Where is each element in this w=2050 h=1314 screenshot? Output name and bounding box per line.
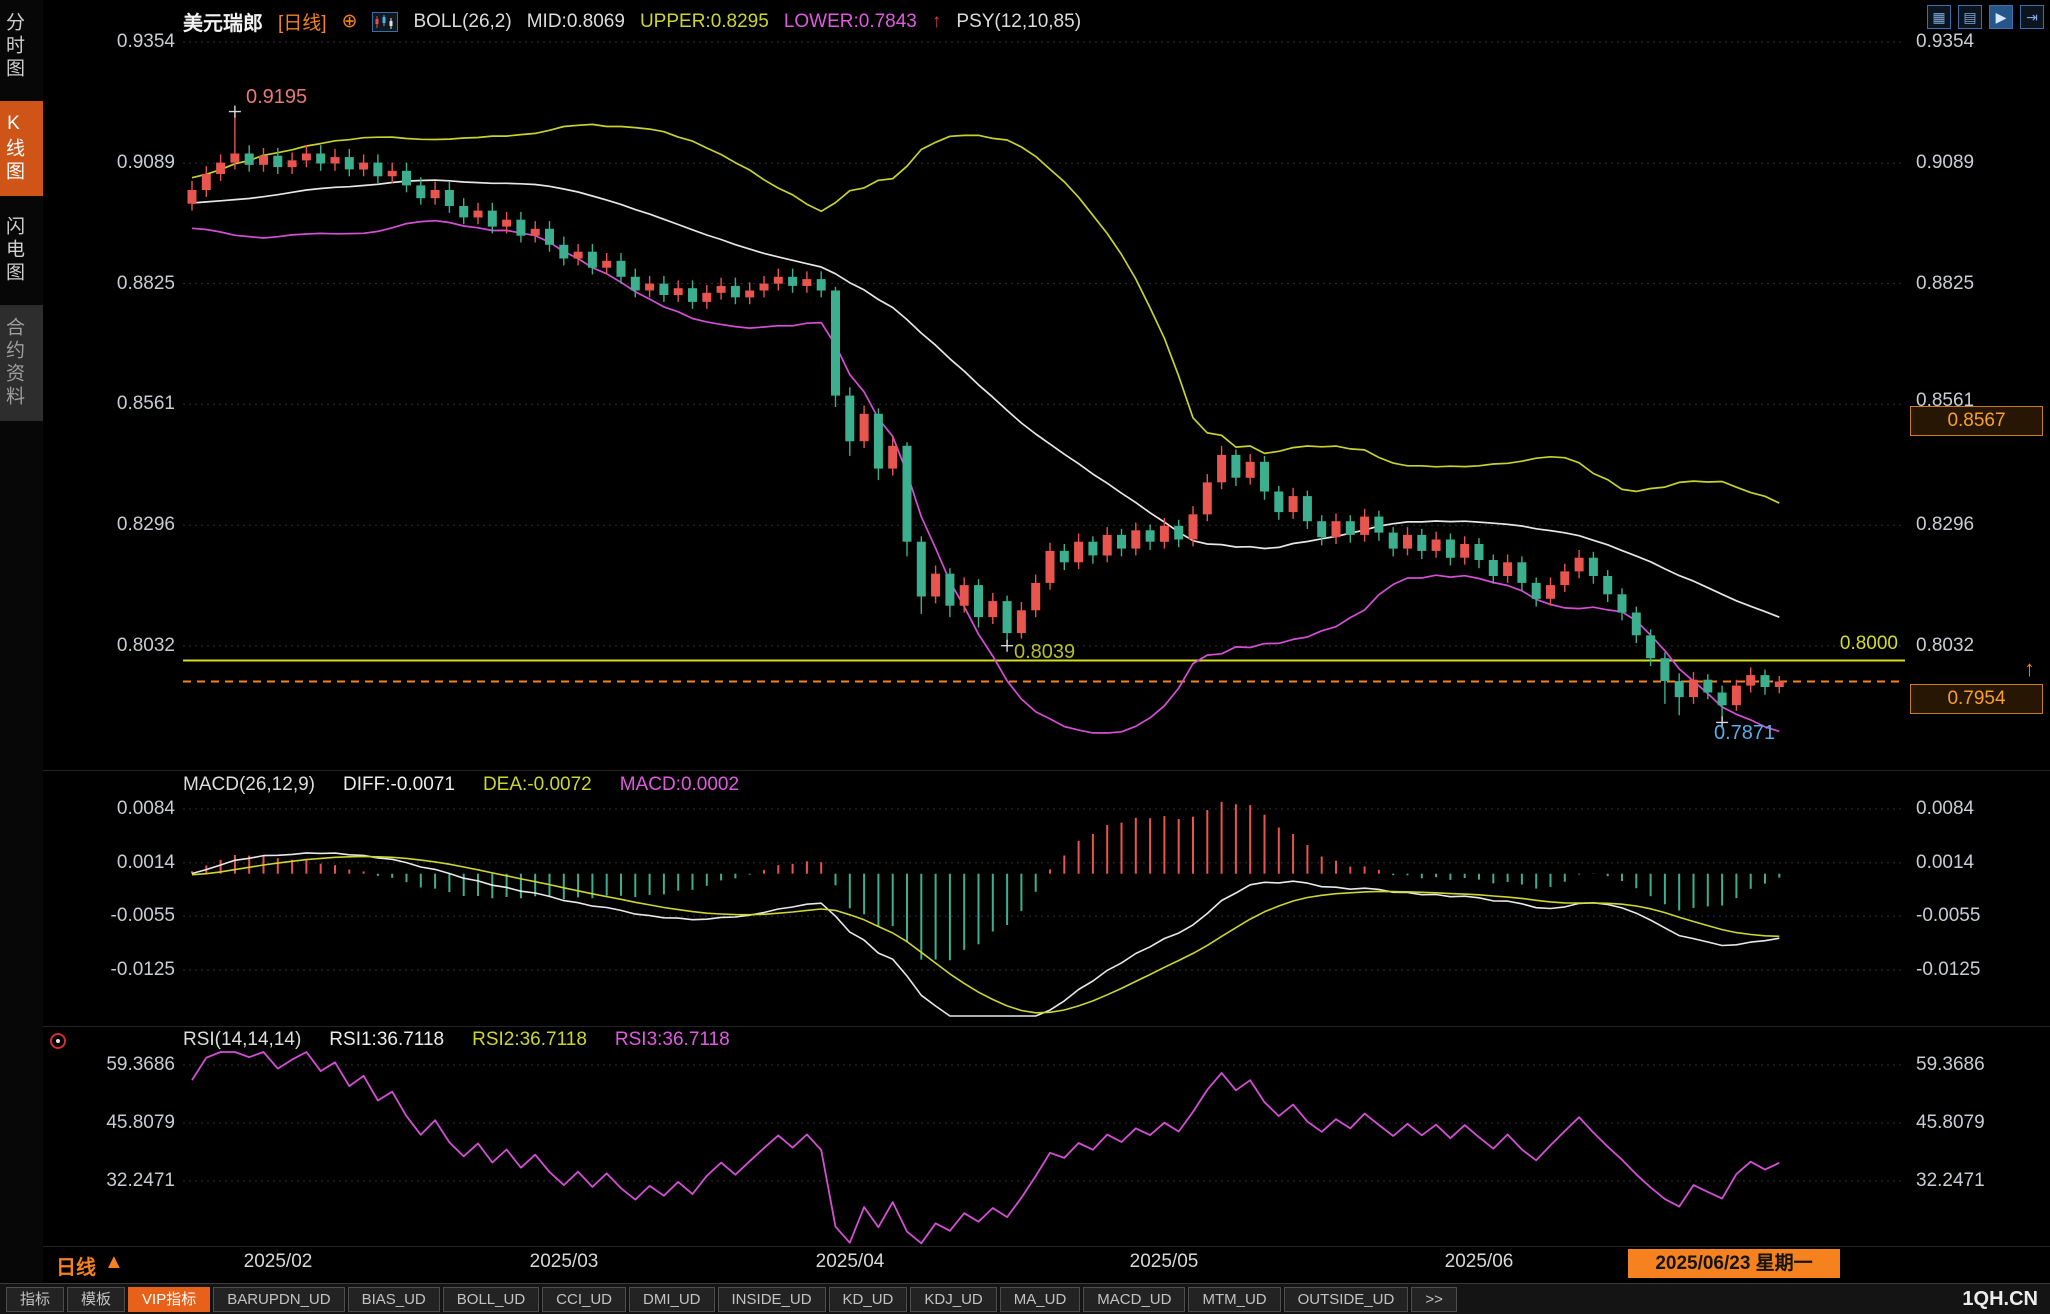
toolbar-tab-vip-indicator[interactable]: VIP指标 xyxy=(128,1286,211,1312)
price-axis-label: 0.8296 xyxy=(1916,514,1975,535)
boll-lower-value: LOWER:0.7843 xyxy=(783,10,917,32)
macd-axis-label: -0.0125 xyxy=(1916,959,1981,980)
indicator-toolbar: 指标 模板 VIP指标 BARUPDN_UD BIAS_UD BOLL_UD C… xyxy=(0,1283,2050,1314)
rsi-axis-label: 45.8079 xyxy=(106,1112,175,1133)
month-label: 2025/04 xyxy=(815,1251,885,1272)
price-axis-label: 0.8825 xyxy=(116,273,175,294)
toolbar-tab-mtm[interactable]: MTM_UD xyxy=(1188,1286,1281,1312)
chart-header: 美元瑞郎 [日线] ⊕ BOLL(26,2) MID:0.8069 UPPER:… xyxy=(183,7,1081,36)
period-tag[interactable]: [日线] xyxy=(278,13,327,34)
rsi-ax-label: 45.8079 xyxy=(1916,1112,1985,1133)
panel-divider xyxy=(43,770,2050,771)
macd-axis-label: -0.0055 xyxy=(1916,905,1981,926)
toolbar-tab-dmi[interactable]: DMI_UD xyxy=(629,1286,715,1312)
level-line-label: 0.8000 xyxy=(1839,633,1898,654)
psy-label: PSY(12,10,85) xyxy=(956,10,1082,32)
play-chart-icon[interactable]: ▶ xyxy=(1989,5,2013,29)
macd-title: MACD(26,12,9) xyxy=(183,774,315,795)
month-label: 2025/02 xyxy=(243,1251,313,1272)
toolbar-tab-cci[interactable]: CCI_UD xyxy=(542,1286,626,1312)
macd-axis-label: 0.0084 xyxy=(1916,798,1975,819)
circle-plus-icon[interactable]: ⊕ xyxy=(341,11,358,32)
price-up-arrow-icon: ↑ xyxy=(2024,656,2035,681)
low-annotation: 0.7871 xyxy=(1714,722,1776,744)
panel-divider xyxy=(43,1246,2050,1247)
macd-dea-value: DEA:-0.0072 xyxy=(482,774,592,795)
header-icon-group: ▦ ▤ ▶ ⇥ xyxy=(1927,5,2044,29)
boll-label: BOLL(26,2) xyxy=(413,10,512,32)
toolbar-tab-kdj[interactable]: KDJ_UD xyxy=(910,1286,997,1312)
boll-upper-value: UPPER:0.8295 xyxy=(639,10,769,32)
toolbar-tab-inside[interactable]: INSIDE_UD xyxy=(717,1286,826,1312)
price-axis-label: 0.8032 xyxy=(116,635,175,656)
price-axis-label: 0.8032 xyxy=(1916,635,1975,656)
month-label: 2025/06 xyxy=(1444,1251,1514,1272)
kline-thumbnail-icon[interactable] xyxy=(372,11,399,32)
price-axis-label: 0.9354 xyxy=(1916,31,1975,52)
toolbar-tab-outside[interactable]: OUTSIDE_UD xyxy=(1283,1286,1409,1312)
brand-logo: 1QH.CN xyxy=(1962,1287,2038,1310)
toolbar-tab-kd[interactable]: KD_UD xyxy=(828,1286,908,1312)
forward-icon[interactable]: ⇥ xyxy=(2020,5,2044,29)
rsi1-value: RSI1:36.7118 xyxy=(329,1029,445,1050)
macd-macd-value: MACD:0.0002 xyxy=(619,774,740,795)
price-axis-label: 0.9089 xyxy=(1916,152,1975,173)
macd-axis-label: -0.0055 xyxy=(110,905,175,926)
up-arrow-icon: ↑ xyxy=(931,10,942,32)
list-layout-icon[interactable]: ▤ xyxy=(1958,5,1982,29)
left-sidebar: 分时图 K线图 闪电图 合约资料 xyxy=(0,0,43,1314)
price-axis-label: 0.8825 xyxy=(1916,273,1975,294)
rsi-axis-label: 59.3686 xyxy=(106,1054,175,1075)
price-axis-label: 0.8561 xyxy=(1916,390,1975,411)
toolbar-tab-macd[interactable]: MACD_UD xyxy=(1083,1286,1186,1312)
rsi-axis-label: 59.3686 xyxy=(1916,1054,1985,1075)
sidebar-tab-kline-chart[interactable]: K线图 xyxy=(0,101,43,196)
toolbar-tab-ma[interactable]: MA_UD xyxy=(999,1286,1081,1312)
macd-axis-label: 0.0014 xyxy=(1916,852,1975,873)
macd-axis-label: -0.0125 xyxy=(110,959,175,980)
panel-divider xyxy=(43,1026,2050,1027)
price-marker-box: 0.8567 xyxy=(1910,406,2043,436)
toolbar-more-button[interactable]: >> xyxy=(1411,1286,1457,1312)
price-axis-label: 0.9089 xyxy=(116,152,175,173)
rsi2-value: RSI2:36.7118 xyxy=(472,1029,587,1050)
period-indicator[interactable]: 日线 ▲ xyxy=(56,1251,124,1280)
sidebar-tab-lightning-chart[interactable]: 闪电图 xyxy=(3,216,24,285)
price-axis-label: 0.8561 xyxy=(116,393,175,414)
boll-mid-value: MID:0.8069 xyxy=(526,10,625,32)
triangle-up-icon: ▲ xyxy=(104,1251,124,1273)
high-annotation: 0.9195 xyxy=(246,86,308,108)
month-label: 2025/05 xyxy=(1129,1251,1199,1272)
rsi-axis-label: 32.2471 xyxy=(1916,1170,1985,1191)
grid-layout-icon[interactable]: ▦ xyxy=(1927,5,1951,29)
price-axis-label: 0.8296 xyxy=(116,514,175,535)
price-axis-label: 0.9354 xyxy=(116,31,175,52)
sidebar-tab-contract-info[interactable]: 合约资料 xyxy=(0,305,43,421)
toolbar-tab-template[interactable]: 模板 xyxy=(67,1286,126,1312)
macd-header: MACD(26,12,9) DIFF:-0.0071 DEA:-0.0072 M… xyxy=(183,774,739,796)
period-text: 日线 xyxy=(56,1257,96,1279)
pivot-low-annotation: 0.8039 xyxy=(1014,641,1076,663)
toolbar-tab-boll[interactable]: BOLL_UD xyxy=(442,1286,540,1312)
last-price-box: 0.7954 xyxy=(1910,684,2043,714)
rsi3-value: RSI3:36.7118 xyxy=(614,1029,730,1050)
rsi-title: RSI(14,14,14) xyxy=(183,1029,302,1050)
current-date-box: 2025/06/23 星期一 xyxy=(1628,1249,1840,1278)
macd-axis-label: 0.0014 xyxy=(116,852,175,873)
macd-diff-value: DIFF:-0.0071 xyxy=(343,774,455,795)
rsi-header: RSI(14,14,14) RSI1:36.7118 RSI2:36.7118 … xyxy=(183,1029,730,1051)
toolbar-tab-barupdn[interactable]: BARUPDN_UD xyxy=(213,1286,345,1312)
toolbar-tab-bias[interactable]: BIAS_UD xyxy=(347,1286,440,1312)
crosshair-target-icon[interactable] xyxy=(50,1033,66,1049)
macd-axis-label: 0.0084 xyxy=(116,798,175,819)
symbol-name: 美元瑞郎 xyxy=(183,13,263,35)
rsi-axis-label: 32.2471 xyxy=(106,1170,175,1191)
month-label: 2025/03 xyxy=(529,1251,599,1272)
toolbar-tab-indicator[interactable]: 指标 xyxy=(6,1286,65,1312)
sidebar-tab-time-chart[interactable]: 分时图 xyxy=(3,12,24,81)
